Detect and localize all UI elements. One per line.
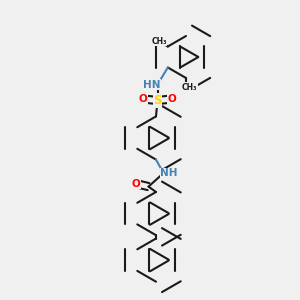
Text: NH: NH xyxy=(160,168,178,178)
Text: O: O xyxy=(139,94,148,104)
Text: CH₃: CH₃ xyxy=(182,82,197,91)
Text: O: O xyxy=(167,94,176,104)
Text: S: S xyxy=(153,94,162,107)
Text: CH₃: CH₃ xyxy=(151,37,167,46)
Text: O: O xyxy=(131,178,140,189)
Text: HN: HN xyxy=(143,80,161,90)
